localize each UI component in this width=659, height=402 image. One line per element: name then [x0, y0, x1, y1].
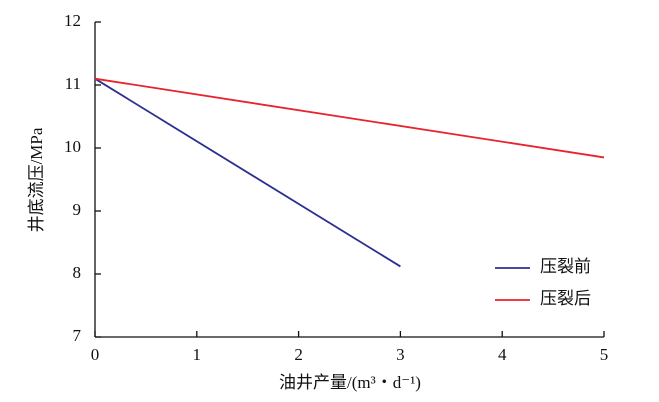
- x-axis-label: 油井产量/(m³・d⁻¹): [279, 373, 421, 392]
- y-tick-label: 7: [73, 326, 82, 345]
- legend-label: 压裂前: [540, 257, 591, 276]
- x-tick-label: 2: [294, 345, 303, 364]
- x-tick-label: 5: [600, 345, 609, 364]
- y-axis-label: 井底流压/MPa: [27, 127, 46, 232]
- y-tick-label: 11: [65, 74, 81, 93]
- x-tick-label: 1: [193, 345, 202, 364]
- y-tick-label: 8: [73, 263, 82, 282]
- series-line: [94, 77, 401, 268]
- legend-label: 压裂后: [540, 289, 591, 308]
- x-tick-label: 3: [396, 345, 405, 364]
- x-tick-label: 4: [498, 345, 507, 364]
- y-tick-label: 12: [64, 11, 81, 30]
- y-tick-label: 9: [73, 200, 82, 219]
- x-tick-label: 0: [91, 345, 100, 364]
- y-tick-label: 10: [64, 137, 81, 156]
- series-line: [94, 77, 605, 159]
